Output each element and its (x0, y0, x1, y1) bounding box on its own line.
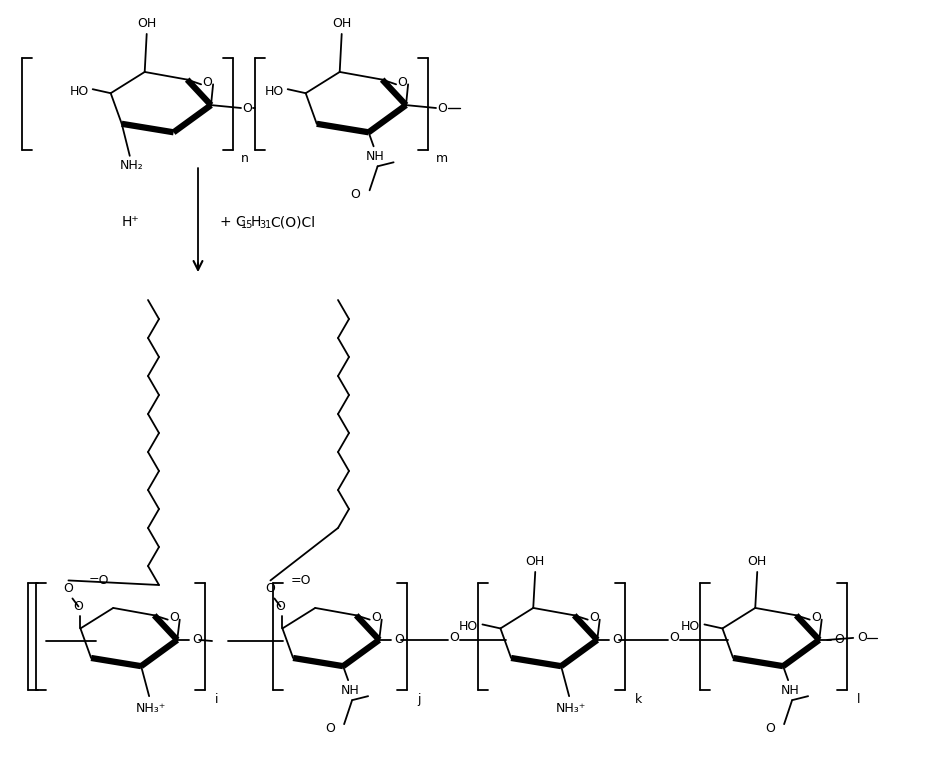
Text: O: O (325, 721, 335, 734)
Text: O: O (169, 611, 179, 624)
Text: HO: HO (459, 620, 479, 633)
Text: O: O (612, 634, 622, 647)
Text: H⁺: H⁺ (122, 215, 138, 229)
Text: =O: =O (291, 574, 311, 587)
Text: O: O (397, 76, 407, 89)
Text: NH: NH (367, 150, 385, 163)
Text: O: O (74, 600, 83, 613)
Text: O: O (193, 634, 202, 647)
Text: NH: NH (340, 684, 359, 697)
Text: H: H (251, 215, 262, 229)
Text: O: O (834, 634, 844, 647)
Text: NH₃⁺: NH₃⁺ (556, 701, 586, 714)
Text: k: k (635, 693, 642, 706)
Text: j: j (417, 693, 421, 706)
Text: OH: OH (748, 555, 767, 568)
Text: NH: NH (781, 684, 799, 697)
Text: =O: =O (89, 574, 109, 587)
Text: HO: HO (682, 620, 700, 633)
Text: + C: + C (220, 215, 246, 229)
Text: O: O (371, 611, 381, 624)
Text: C(O)Cl: C(O)Cl (270, 215, 315, 229)
Text: O: O (202, 76, 212, 89)
Text: 15: 15 (241, 220, 253, 230)
Text: NH₃⁺: NH₃⁺ (136, 701, 166, 714)
Text: OH: OH (525, 555, 545, 568)
Text: O: O (449, 631, 459, 644)
Text: i: i (215, 693, 219, 706)
Text: NH₂: NH₂ (120, 159, 144, 172)
Text: O: O (276, 600, 285, 613)
Text: n: n (241, 152, 249, 165)
Text: O: O (857, 631, 867, 644)
Text: m: m (436, 152, 448, 165)
Text: O: O (395, 634, 404, 647)
Text: HO: HO (69, 85, 89, 98)
Text: O: O (266, 582, 276, 595)
Text: O: O (351, 188, 361, 201)
Text: O: O (811, 611, 821, 624)
Text: O: O (765, 721, 775, 734)
Text: O: O (64, 582, 73, 595)
Text: l: l (857, 693, 861, 706)
Text: OH: OH (137, 18, 156, 31)
Text: O: O (589, 611, 598, 624)
Text: OH: OH (332, 18, 352, 31)
Text: O: O (669, 631, 679, 644)
Text: 31: 31 (259, 220, 271, 230)
Text: O: O (437, 102, 447, 115)
Text: HO: HO (265, 85, 283, 98)
Text: O: O (242, 102, 252, 115)
